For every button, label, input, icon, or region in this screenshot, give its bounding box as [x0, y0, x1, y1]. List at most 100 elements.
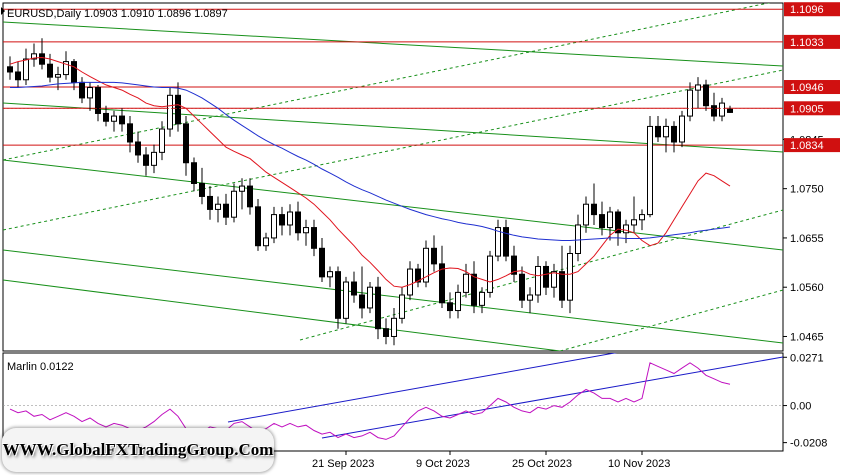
- candle-body: [295, 211, 301, 234]
- candle-body: [479, 291, 485, 306]
- price-panel-frame: [2, 2, 784, 352]
- candle-body: [567, 252, 573, 301]
- candle-body: [639, 214, 645, 221]
- candle-body: [319, 247, 325, 278]
- candle-body: [335, 271, 341, 319]
- candle-body: [591, 203, 597, 216]
- watermark-logo: WWW.GlobalFXTradingGroup.Com: [2, 428, 274, 472]
- channel-line-0: [3, 21, 783, 67]
- level-tag: [784, 101, 840, 116]
- candle-body: [551, 271, 557, 288]
- channel-dashed-line-3: [559, 289, 783, 351]
- candle-body: [23, 58, 29, 81]
- candle-body: [231, 190, 237, 218]
- ma_fast-line: [9, 56, 731, 288]
- x-tick-label: 10 Nov 2023: [608, 458, 670, 470]
- y-tick-label: 1.0655: [790, 233, 824, 245]
- y-tick-label: 1.0465: [790, 331, 824, 343]
- candle-body: [583, 203, 589, 226]
- candle-body: [79, 81, 85, 99]
- candle-body: [415, 268, 421, 283]
- x-tick-label: 25 Oct 2023: [512, 458, 572, 470]
- candle-body: [31, 53, 37, 60]
- candle-body: [351, 281, 357, 296]
- oscillator-channel-upper: [227, 353, 618, 423]
- candle-body: [127, 123, 133, 143]
- candle-body: [575, 224, 581, 254]
- candle-body: [39, 53, 45, 65]
- candle-body: [311, 227, 317, 249]
- candle-body: [687, 89, 693, 117]
- candle-body: [695, 84, 701, 91]
- oscillator-channel-lower: [321, 356, 783, 439]
- candle-body: [703, 84, 709, 107]
- candle-body: [271, 214, 277, 239]
- price-plot-area: [3, 3, 783, 351]
- level-tag-label: 1.1033: [790, 37, 824, 49]
- candle-body: [391, 317, 397, 337]
- candle-body: [607, 211, 613, 229]
- candle-body: [655, 125, 661, 138]
- candle-body: [207, 195, 213, 210]
- candle-body: [375, 286, 381, 330]
- candle-body: [87, 87, 93, 99]
- candle-body: [503, 227, 509, 257]
- candle-body: [287, 211, 293, 226]
- candle-body: [359, 294, 365, 309]
- candle-body: [471, 273, 477, 306]
- x-tick-label: 9 Oct 2023: [416, 458, 470, 470]
- candle-body: [439, 263, 445, 304]
- candle-body: [159, 128, 165, 153]
- oscillator-tick-label: 0.00: [790, 401, 811, 413]
- level-tag-label: 1.0946: [790, 82, 824, 94]
- candle-body: [55, 74, 61, 78]
- oscillator-header: Marlin 0.0122: [7, 361, 74, 373]
- candle-body: [183, 123, 189, 164]
- oscillator-tick-label: -0.0208: [790, 438, 827, 450]
- candle-body: [527, 294, 533, 301]
- candle-body: [111, 115, 117, 122]
- candle-body: [71, 61, 77, 83]
- level-tag: [784, 34, 840, 49]
- ma_slow-line: [10, 81, 731, 241]
- candle-body: [167, 94, 173, 130]
- candle-body: [599, 214, 605, 229]
- candle-body: [223, 203, 229, 218]
- level-tag-label: 1.1096: [790, 4, 824, 16]
- watermark-text: WWW.GlobalFXTradingGroup.Com: [2, 440, 274, 459]
- candle-body: [63, 61, 69, 76]
- x-tick-label: 21 Sep 2023: [312, 458, 374, 470]
- candle-body: [255, 206, 261, 247]
- candle-body: [151, 151, 157, 166]
- candle-body: [343, 281, 349, 319]
- candle-body: [671, 125, 677, 143]
- y-tick-label: 1.0750: [790, 184, 824, 196]
- candle-body: [15, 71, 21, 81]
- candle-body: [519, 273, 525, 301]
- candle-body: [239, 185, 245, 192]
- candle-body: [423, 247, 429, 283]
- candle-body: [95, 87, 101, 114]
- level-tag: [784, 80, 840, 95]
- candle-body: [447, 302, 453, 312]
- channel-line-3: [3, 249, 783, 344]
- candle-body: [455, 291, 461, 312]
- level-tag: [784, 2, 840, 17]
- candle-body: [143, 154, 149, 166]
- candle-body: [47, 63, 53, 78]
- candle-body: [279, 214, 285, 226]
- candle-body: [7, 66, 13, 73]
- candle-body: [647, 125, 653, 216]
- candle-body: [623, 224, 629, 234]
- candle-body: [135, 141, 141, 156]
- level-tag-label: 1.0834: [790, 140, 824, 152]
- candle-body: [559, 271, 565, 301]
- candle-body: [543, 265, 549, 288]
- candle-body: [511, 255, 517, 275]
- oscillator-panel-frame: [2, 352, 784, 452]
- candle-body: [175, 94, 181, 125]
- candle-body: [631, 219, 637, 226]
- candle-body: [495, 227, 501, 257]
